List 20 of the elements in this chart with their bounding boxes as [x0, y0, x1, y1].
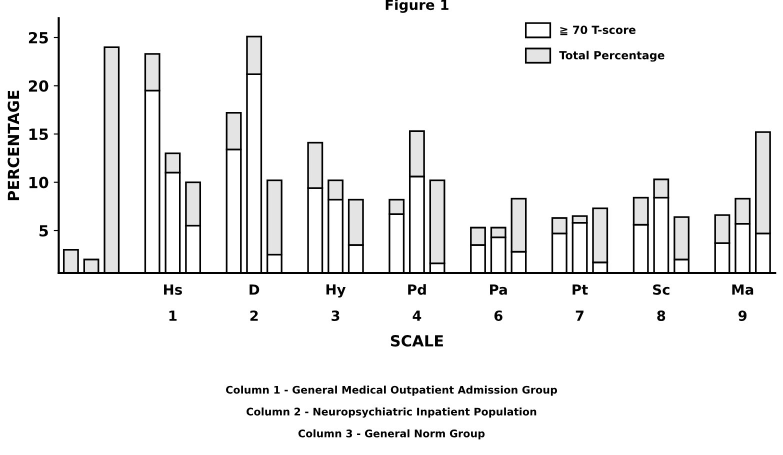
x-tick-label: Ma 9 — [732, 284, 754, 321]
text: Column 2 - Neuropsychiatric Inpatient Population — [246, 408, 536, 418]
legend-label: Total Percentage — [559, 50, 664, 62]
text: Column 3 - General Norm Group — [298, 429, 485, 440]
x-axis-title: SCALE — [390, 335, 443, 347]
x-tick-label: D 2 — [250, 284, 260, 321]
x-tick-label: Pt 7 — [572, 284, 588, 321]
x-tick-label: Pd 4 — [408, 284, 426, 321]
legend-label: ≧ 70 T-score — [560, 26, 636, 36]
y-tick-label: 20 — [28, 80, 48, 92]
y-axis-title: PERCENTAGE — [8, 90, 20, 200]
y-tick-label: 10 — [29, 176, 48, 188]
x-tick-label: Sc 8 — [653, 284, 670, 321]
y-tick-label: 5 — [40, 225, 48, 237]
y-tick-label: 25 — [28, 32, 48, 44]
x-tick-label: Pa 6 — [490, 284, 507, 321]
x-tick-label: Hy 3 — [326, 284, 346, 321]
text: Column 1 - General Medical Outpatient Admission Group — [226, 386, 558, 396]
x-tick-label: Hs 1 — [164, 284, 182, 321]
y-tick-label: 15 — [29, 128, 48, 140]
